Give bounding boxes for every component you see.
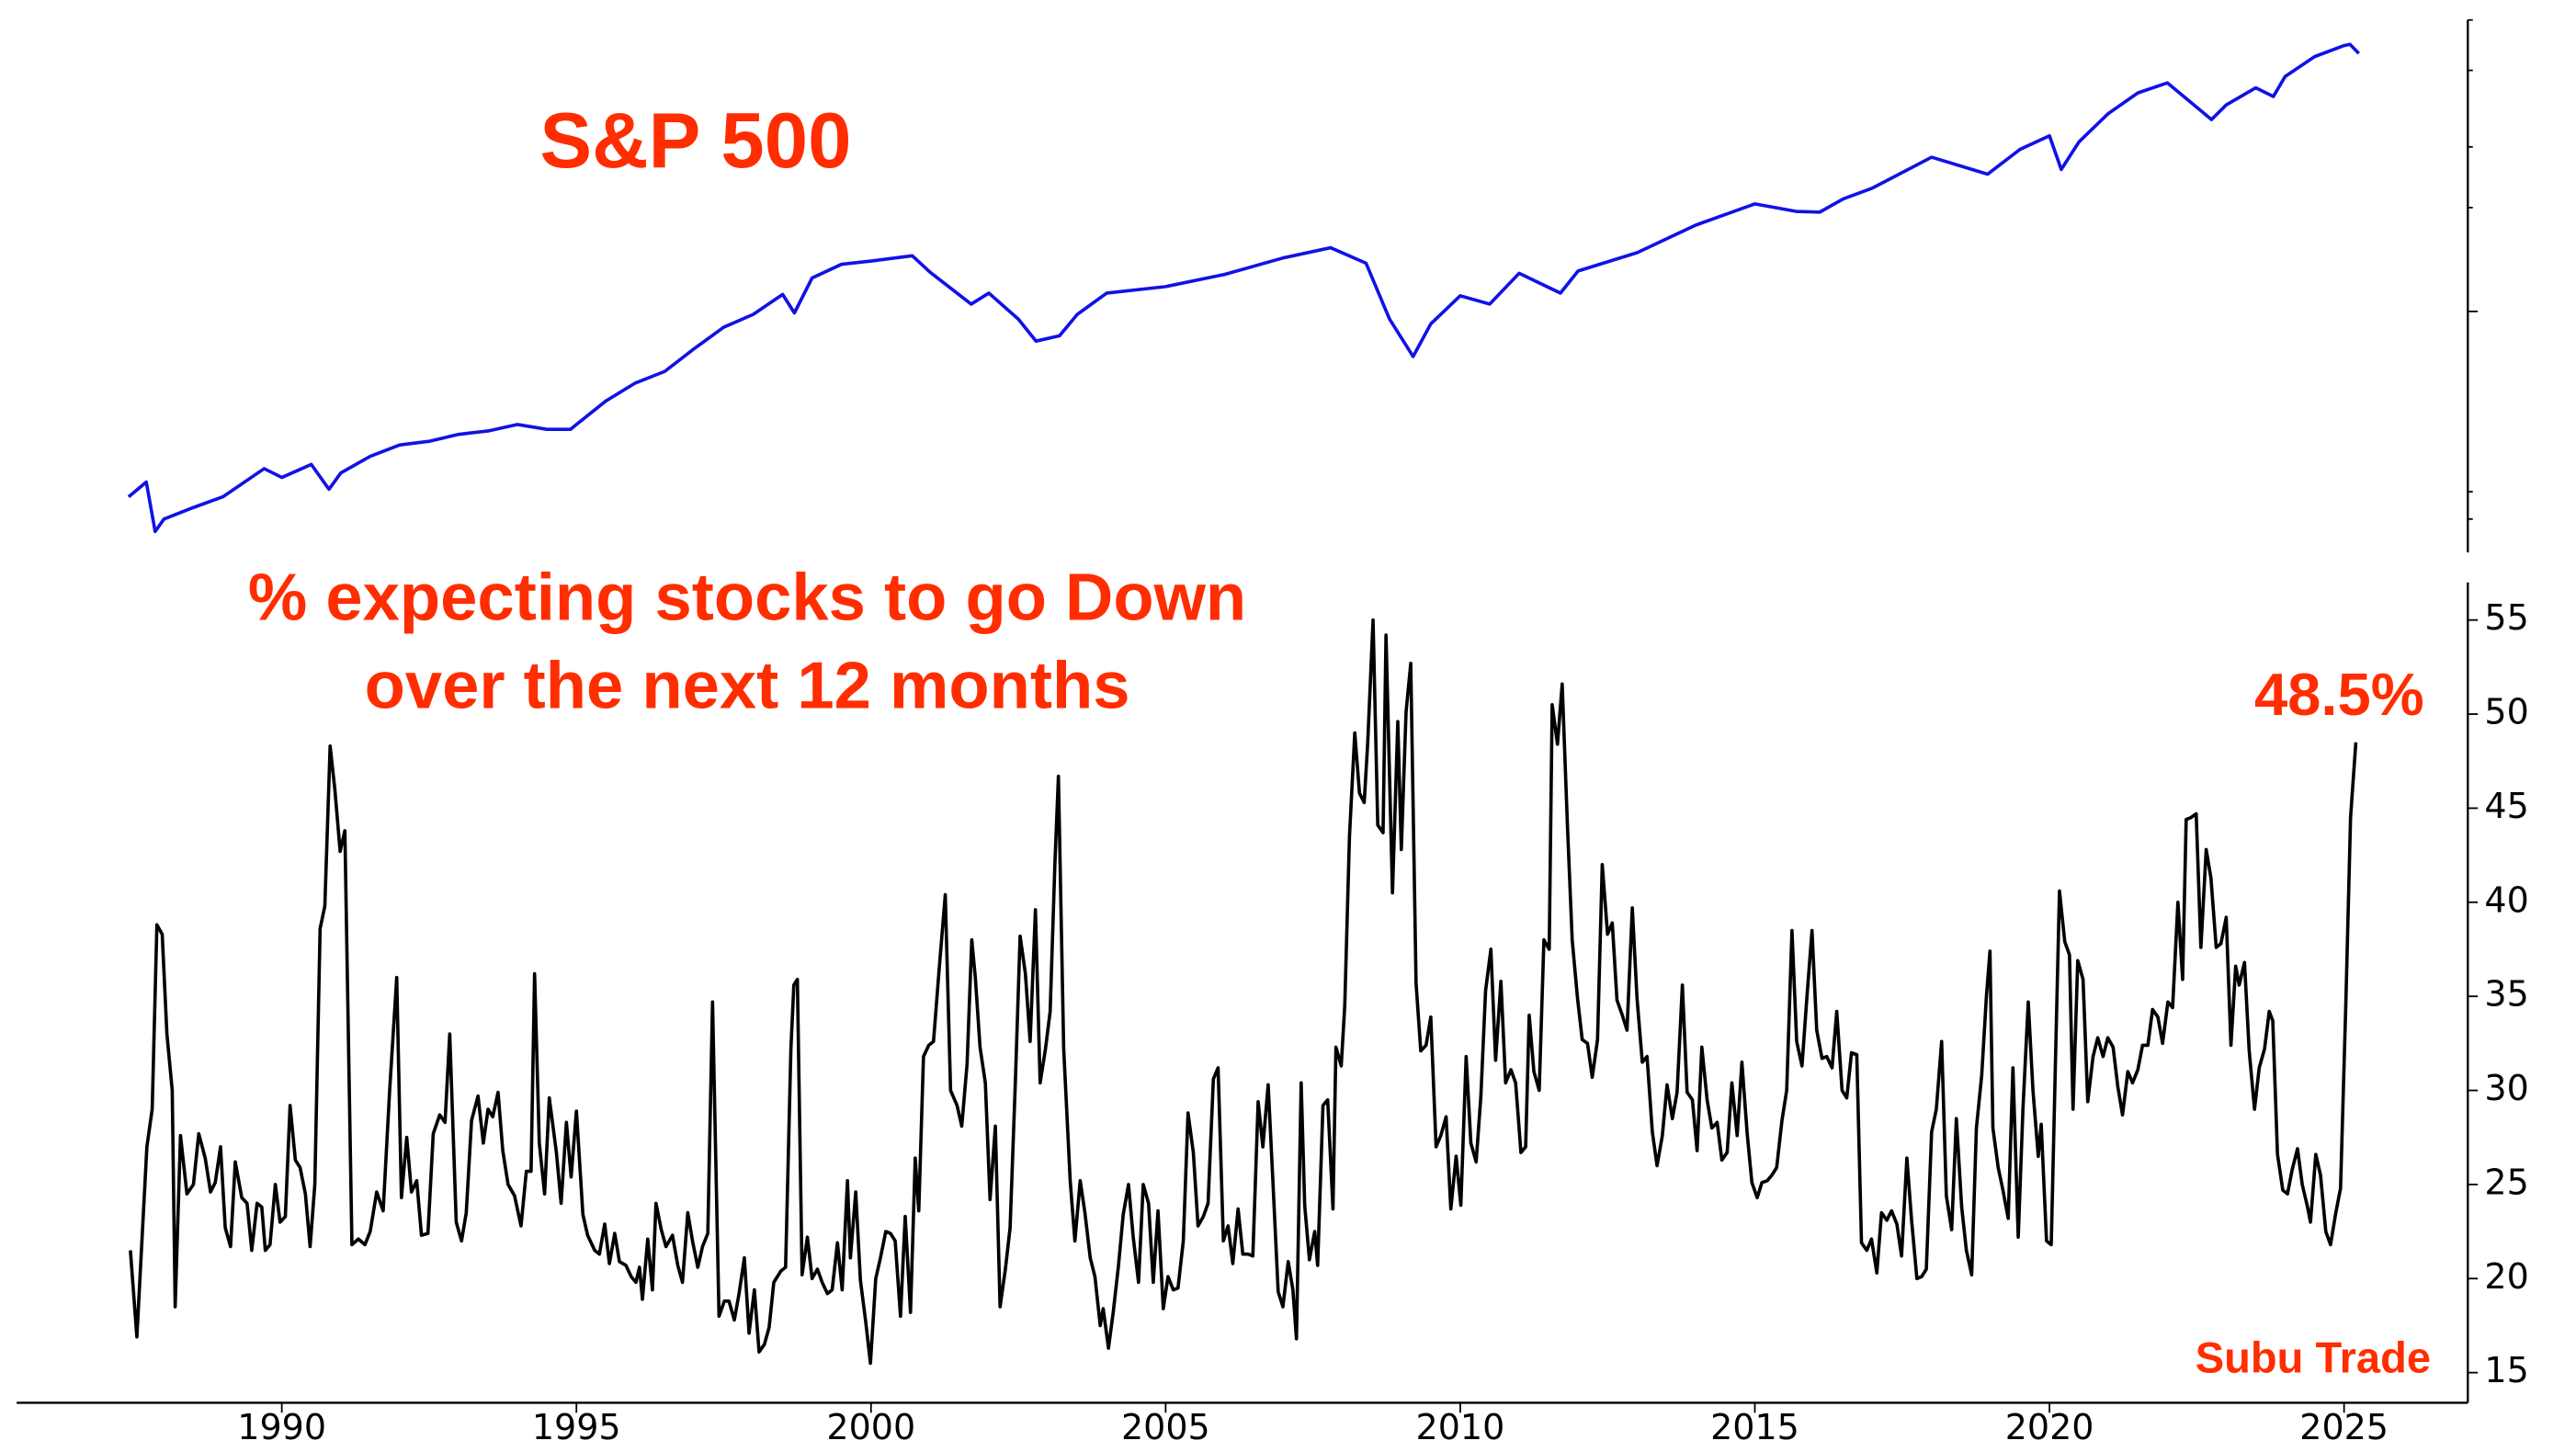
x-tick-label: 2020 bbox=[2005, 1407, 2094, 1447]
y-tick-label: 40 bbox=[2484, 879, 2528, 920]
x-tick-label: 2010 bbox=[1416, 1407, 1505, 1447]
line bbox=[127, 42, 2360, 534]
x-tick-label: 2025 bbox=[2299, 1407, 2389, 1447]
chart-title: S&P 500 bbox=[539, 97, 851, 185]
y-tick-label: 25 bbox=[2484, 1162, 2528, 1202]
end-label: 48.5% bbox=[2254, 661, 2424, 728]
y-tick-label: 55 bbox=[2484, 597, 2528, 638]
x-tick-label: 1990 bbox=[237, 1407, 326, 1447]
x-tick-label: 2000 bbox=[826, 1407, 915, 1447]
y-tick-label: 45 bbox=[2484, 786, 2528, 826]
y-tick-label: 20 bbox=[2484, 1256, 2528, 1297]
chart-title: % expecting stocks to go Down bbox=[248, 561, 1246, 635]
line bbox=[129, 618, 2358, 1366]
source: Subu Trade bbox=[2196, 1333, 2431, 1382]
x-tick-label: 2005 bbox=[1121, 1407, 1210, 1447]
y-tick-label: 30 bbox=[2484, 1068, 2528, 1108]
x-tick-label: 1995 bbox=[532, 1407, 621, 1447]
chart-title: over the next 12 months bbox=[365, 649, 1130, 723]
y-tick-label: 50 bbox=[2484, 692, 2528, 732]
x-tick-label: 2015 bbox=[1710, 1407, 1799, 1447]
y-tick-label: 35 bbox=[2484, 974, 2528, 1015]
y-tick-label: 15 bbox=[2484, 1350, 2528, 1390]
